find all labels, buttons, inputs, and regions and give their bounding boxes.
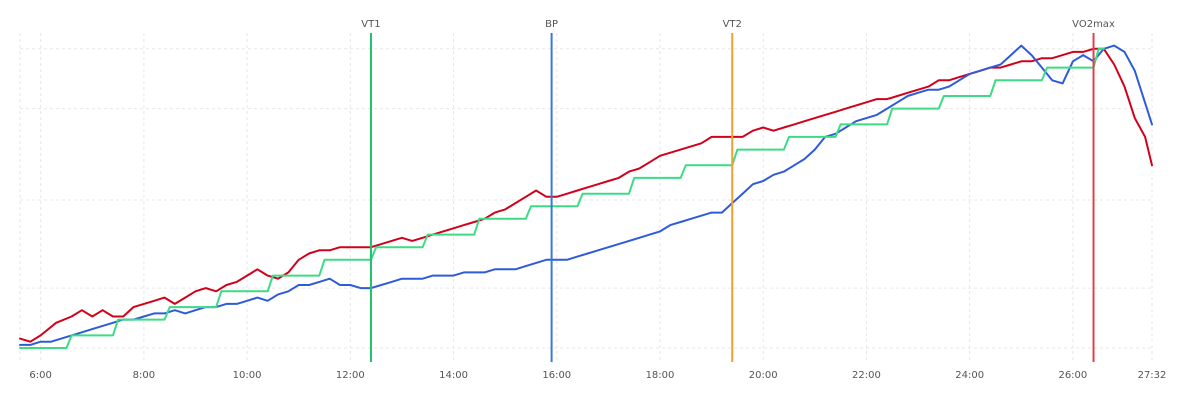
x-tick-label: 6:00 xyxy=(29,370,51,381)
x-tick-label: 26:00 xyxy=(1058,370,1087,381)
threshold-markers: VT1 BP VT2 VO2max xyxy=(361,19,1115,362)
x-tick-label: 10:00 xyxy=(233,370,262,381)
x-tick-label: 24:00 xyxy=(955,370,984,381)
series-lines xyxy=(19,44,1153,349)
x-tick-label: 22:00 xyxy=(852,370,881,381)
series-line-3 xyxy=(19,47,1105,349)
marker-label-vo2max: VO2max xyxy=(1072,19,1115,30)
grid xyxy=(19,33,1153,360)
x-tick-label: 14:00 xyxy=(439,370,468,381)
x-tick-label: 12:00 xyxy=(336,370,365,381)
marker-label-vt1: VT1 xyxy=(361,19,380,30)
x-tick-label: 8:00 xyxy=(133,370,155,381)
series-line-1 xyxy=(19,47,1153,343)
series-line-2 xyxy=(19,44,1153,346)
x-axis: 6:00 8:00 10:00 12:00 14:00 16:00 18:00 20:00 22… xyxy=(29,370,1166,381)
marker-label-vt2: VT2 xyxy=(723,19,742,30)
x-tick-label: 16:00 xyxy=(542,370,571,381)
x-tick-label: 27:32 xyxy=(1138,370,1167,381)
x-tick-label: 20:00 xyxy=(749,370,778,381)
marker-label-bp: BP xyxy=(545,19,558,30)
x-tick-label: 18:00 xyxy=(646,370,675,381)
